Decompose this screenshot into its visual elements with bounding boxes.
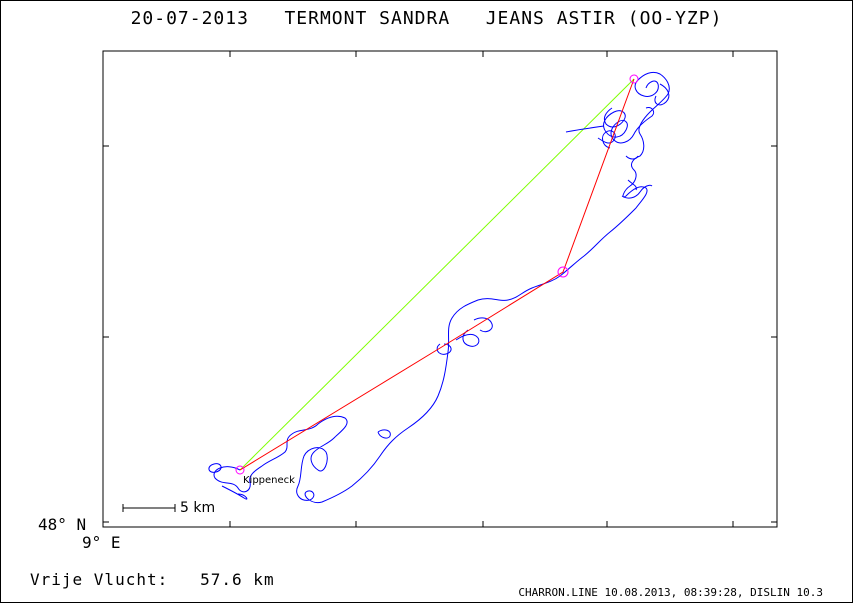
distance-summary: Vrije Vlucht: 57.6 km xyxy=(30,570,275,589)
turnpoint-2 xyxy=(557,266,569,278)
map-plot-area xyxy=(102,50,778,528)
flight-date: 20-07-2013 xyxy=(130,8,249,29)
scale-label: 5 km xyxy=(180,500,216,516)
distance-label: Vrije Vlucht: xyxy=(30,570,169,589)
footer-info: CHARRON.LINE 10.08.2013, 08:39:28, DISLI… xyxy=(518,586,823,599)
longitude-label: 9° E xyxy=(82,533,121,552)
task-route xyxy=(239,78,635,471)
turnpoints xyxy=(235,74,639,475)
glider-name: JEANS ASTIR (OO-YZP) xyxy=(485,8,723,29)
axis-ticks xyxy=(103,51,777,527)
flight-track xyxy=(208,71,670,504)
closing-leg xyxy=(239,78,635,471)
turnpoint-start xyxy=(235,465,245,475)
place-label-kippeneck: Kippeneck xyxy=(243,475,295,486)
pilot-name: TERMONT SANDRA xyxy=(284,8,451,29)
scale-bar xyxy=(122,504,176,512)
turnpoint-3 xyxy=(629,74,639,84)
distance-value: 57.6 km xyxy=(200,570,275,589)
map-title: 20-07-2013 TERMONT SANDRA JEANS ASTIR (O… xyxy=(0,8,853,29)
latitude-label: 48° N xyxy=(38,515,87,534)
